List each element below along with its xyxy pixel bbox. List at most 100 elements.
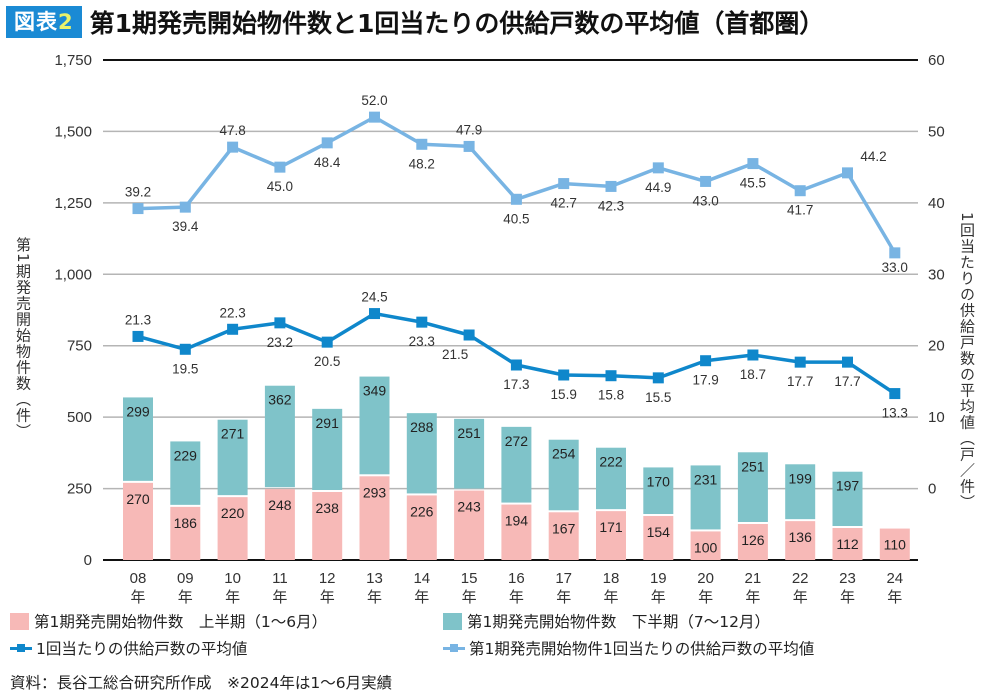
bar-label-second-half: 199 (789, 470, 813, 486)
avg-supply-marker (558, 369, 570, 381)
avg-supply-marker (700, 355, 712, 367)
avg-first-period-data-label: 41.7 (787, 203, 813, 218)
avg-supply-data-label: 15.5 (645, 390, 671, 405)
bar-label-second-half: 229 (174, 447, 198, 463)
bar-first-half (548, 512, 579, 560)
bar-label-first-half: 112 (836, 536, 859, 552)
lines (132, 111, 901, 400)
bar-label-second-half: 288 (410, 419, 434, 435)
avg-first-period-marker (652, 162, 664, 174)
bar-first-half (312, 492, 343, 560)
x-axis-tick-unit: 年 (651, 589, 666, 606)
x-axis-tick-unit: 年 (320, 589, 335, 606)
avg-first-period-marker (132, 203, 144, 215)
right-axis-tick: 50 (928, 123, 945, 140)
x-axis-tick-unit: 年 (414, 589, 429, 606)
dark-line-marker-icon (10, 641, 32, 655)
x-axis-tick-year: 16 (508, 570, 525, 587)
bar-second-half (312, 408, 343, 490)
avg-supply-marker (794, 356, 806, 368)
left-axis-tick: 750 (67, 338, 92, 355)
bar-second-half (170, 441, 201, 505)
right-axis-tick: 10 (928, 409, 945, 426)
avg-first-period-data-label: 47.8 (219, 123, 245, 138)
chart-title: 第1期発売開始物件数と1回当たりの供給戸数の平均値（首都圏） (89, 9, 825, 38)
bar-label-first-half: 243 (457, 499, 481, 515)
right-axis-tick: 30 (928, 266, 945, 283)
avg-supply-data-label: 19.5 (172, 361, 198, 376)
left-axis-tick: 500 (67, 409, 92, 426)
x-axis-tick-unit: 年 (178, 589, 193, 606)
bar-label-second-half: 299 (126, 403, 150, 419)
avg-first-period-marker (274, 161, 286, 173)
bar-label-second-half: 231 (694, 471, 718, 487)
avg-supply-data-label: 15.9 (551, 387, 577, 402)
avg-first-period-data-label: 45.0 (267, 179, 293, 194)
bar-label-first-half: 194 (505, 513, 529, 529)
bar-second-half (123, 397, 153, 481)
x-axis-tick-year: 23 (839, 570, 856, 587)
x-axis-tick-unit: 年 (793, 589, 808, 606)
avg-supply-data-label: 21.3 (125, 312, 151, 327)
bar-second-half (643, 467, 674, 514)
bar-label-second-half: 222 (599, 454, 623, 470)
bar-second-half (737, 452, 768, 522)
bar-second-half (406, 413, 437, 494)
left-axis-tick: 1,500 (54, 123, 92, 140)
legend-item-avg-supply: 1回当たりの供給戸数の平均値 (10, 637, 247, 659)
bar-label-first-half: 220 (221, 505, 245, 521)
bar-second-half (690, 465, 721, 530)
legend-label: 第1期発売開始物件数 上半期（1〜6月） (34, 613, 328, 631)
bar-second-half (596, 447, 626, 510)
second-half-swatch (443, 612, 462, 630)
avg-supply-data-label: 21.5 (442, 347, 468, 362)
avg-supply-marker (605, 370, 617, 382)
avg-supply-marker (416, 316, 428, 328)
bar-label-second-half: 251 (457, 425, 481, 441)
avg-supply-marker (321, 336, 333, 348)
bar-first-half (501, 504, 532, 560)
x-axis-tick-year: 11 (272, 570, 288, 587)
x-axis-tick-year: 18 (603, 570, 620, 587)
badge-prefix: 図表 (14, 10, 58, 34)
first-half-swatch (10, 612, 29, 630)
avg-supply-data-label: 15.8 (598, 388, 624, 403)
avg-first-period-data-label: 39.2 (125, 185, 151, 200)
x-axis-tick-unit: 年 (225, 589, 240, 606)
avg-supply-marker (842, 356, 853, 368)
avg-first-period-data-label: 39.4 (172, 219, 199, 234)
avg-first-period-marker (889, 247, 901, 259)
bar-second-half (785, 464, 816, 520)
bar-first-half (264, 489, 295, 560)
x-axis-tick-year: 19 (650, 570, 667, 587)
avg-first-period-marker (463, 140, 475, 152)
bar-label-first-half: 186 (174, 515, 198, 531)
avg-supply-marker (369, 308, 380, 320)
avg-first-period-data-label: 44.9 (645, 180, 671, 195)
x-axis-tick-year: 20 (697, 570, 714, 587)
data-labels: 270 299 186 229 220 271 248 362 238 291 293 349 226 2… (125, 93, 908, 555)
bar-label-second-half: 251 (741, 458, 765, 474)
bar-first-half (832, 528, 863, 560)
avg-supply-data-label: 20.5 (314, 354, 340, 369)
avg-first-period-marker (416, 138, 428, 150)
x-axis-tick-year: 13 (366, 570, 383, 587)
bar-label-first-half: 136 (789, 529, 813, 545)
bar-label-second-half: 197 (836, 478, 860, 494)
avg-first-period-marker (747, 158, 759, 170)
chart-header: 図表2 第1期発売開始物件数と1回当たりの供給戸数の平均値（首都圏） (6, 4, 824, 40)
bar-label-second-half: 272 (505, 433, 529, 449)
x-axis-tick-year: 12 (319, 570, 336, 587)
bar-label-first-half: 248 (268, 497, 292, 513)
x-axis-tick-year: 09 (177, 570, 194, 587)
bar-label-first-half: 171 (599, 519, 623, 535)
bar-label-first-half: 100 (694, 539, 718, 555)
avg-first-period-data-label: 45.5 (740, 176, 766, 191)
x-axis-tick-unit: 年 (698, 589, 713, 606)
bar-first-half (737, 524, 768, 560)
bar-second-half (548, 439, 579, 511)
x-axis-tick-unit: 年 (367, 589, 382, 606)
avg-first-period-marker (558, 178, 570, 190)
x-axis-tick-year: 21 (745, 570, 762, 587)
